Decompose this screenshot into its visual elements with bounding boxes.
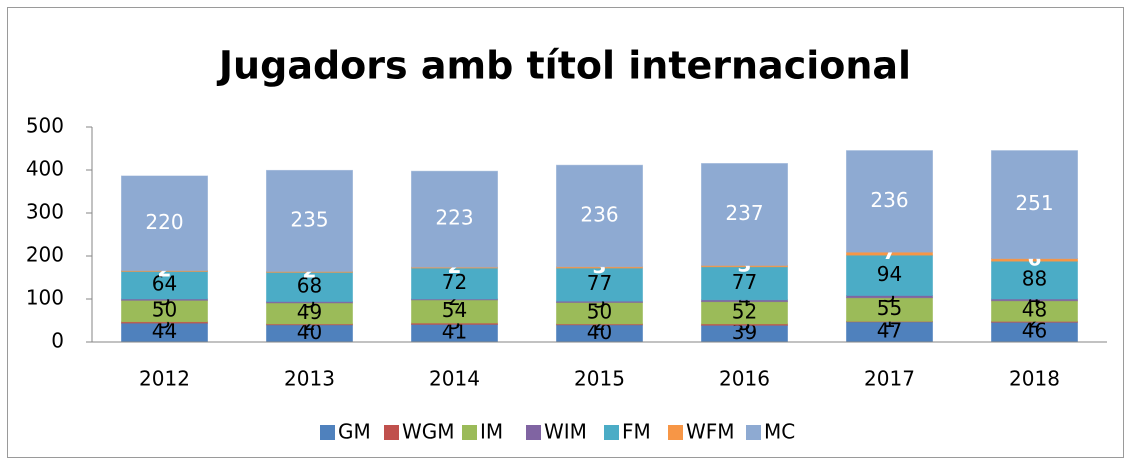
legend-label: WGM xyxy=(402,420,455,444)
x-tick-label: 2017 xyxy=(864,367,915,391)
legend-label: WIM xyxy=(544,420,587,444)
legend-swatch xyxy=(462,425,477,440)
legend-label: WFM xyxy=(686,420,735,444)
legend-swatch xyxy=(320,425,335,440)
data-label: 251 xyxy=(1015,191,1053,215)
x-tick-label: 2015 xyxy=(574,367,625,391)
y-tick-label: 500 xyxy=(26,114,64,138)
data-label: 223 xyxy=(435,206,473,230)
legend-label: FM xyxy=(622,420,651,444)
legend-label: IM xyxy=(480,420,503,444)
data-label: 235 xyxy=(290,207,328,231)
data-label: 236 xyxy=(580,203,618,227)
legend-swatch xyxy=(526,425,541,440)
legend-swatch xyxy=(668,425,683,440)
legend-label: MC xyxy=(764,420,795,444)
y-tick-label: 400 xyxy=(26,157,64,181)
x-tick-label: 2016 xyxy=(719,367,770,391)
legend-swatch xyxy=(604,425,619,440)
x-tick-label: 2013 xyxy=(284,367,335,391)
legend-swatch xyxy=(384,425,399,440)
x-tick-label: 2012 xyxy=(139,367,190,391)
y-tick-label: 200 xyxy=(26,243,64,267)
y-tick-label: 100 xyxy=(26,286,64,310)
x-tick-label: 2014 xyxy=(429,367,480,391)
chart-title: Jugadors amb títol internacional xyxy=(216,44,911,88)
data-label: 237 xyxy=(725,201,763,225)
x-tick-label: 2018 xyxy=(1009,367,1060,391)
data-label: 94 xyxy=(877,262,902,286)
legend-swatch xyxy=(746,425,761,440)
y-tick-label: 0 xyxy=(51,329,64,353)
legend-label: GM xyxy=(338,420,371,444)
data-label: 236 xyxy=(870,188,908,212)
data-label: 220 xyxy=(145,210,183,234)
y-tick-label: 300 xyxy=(26,200,64,224)
